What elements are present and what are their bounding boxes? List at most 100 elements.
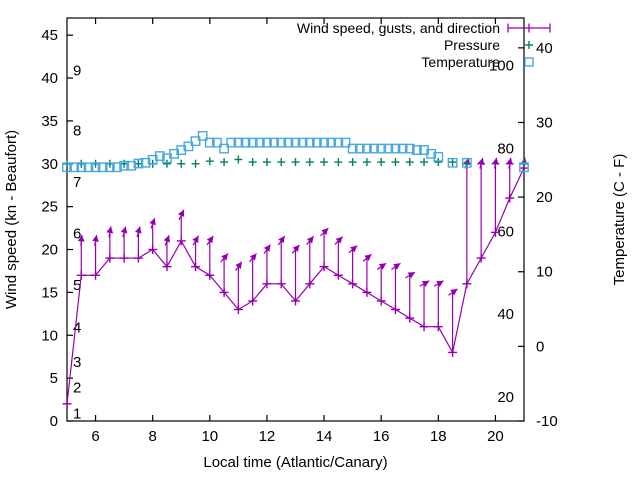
y2-tick-label-c: 10 xyxy=(536,264,553,281)
temperature-marker xyxy=(204,137,215,148)
y2-tick-label-f: 40 xyxy=(497,306,514,323)
y-tick-label: 5 xyxy=(50,370,58,387)
y2-tick-label-f: 100 xyxy=(489,57,514,74)
temperature-marker xyxy=(240,137,251,148)
arrow-head xyxy=(163,235,171,243)
arrow-head xyxy=(221,253,228,261)
arrow-head xyxy=(477,157,485,166)
y2-tick-label-f: 60 xyxy=(497,223,514,240)
arrow-head xyxy=(135,226,142,234)
temperature-marker xyxy=(140,157,151,168)
temperature-marker xyxy=(397,143,408,154)
temperature-marker xyxy=(262,137,272,148)
x-axis-title: Local time (Atlantic/Canary) xyxy=(203,454,387,471)
temperature-marker xyxy=(219,143,229,154)
y2-tick-label-c: 30 xyxy=(536,114,553,131)
arrow-head xyxy=(263,244,271,252)
arrow-head xyxy=(450,288,458,296)
y-tick-label: 10 xyxy=(41,327,58,344)
beaufort-label: 1 xyxy=(73,405,81,422)
y2-tick-label-c: -10 xyxy=(536,413,558,430)
y-tick-label: 30 xyxy=(41,156,58,173)
temperature-marker xyxy=(354,143,365,154)
arrow-head xyxy=(350,245,358,253)
x-tick-label: 18 xyxy=(430,428,447,445)
temperature-marker xyxy=(69,162,80,173)
temperature-marker xyxy=(276,137,287,148)
temperature-marker xyxy=(447,157,458,168)
y-tick-label: 25 xyxy=(41,199,58,216)
temperature-marker xyxy=(197,131,208,141)
temperature-marker xyxy=(254,137,265,148)
arrow-head xyxy=(106,226,114,234)
arrow-head xyxy=(306,236,314,244)
y2-tick-label-c: 20 xyxy=(536,189,553,206)
temperature-marker xyxy=(226,137,237,148)
y2-tick-label-f: 20 xyxy=(497,389,514,406)
temperature-marker xyxy=(333,137,344,148)
temperature-marker xyxy=(62,162,72,173)
temperature-marker xyxy=(83,162,94,173)
temperature-marker xyxy=(269,137,279,148)
y-axis-title: Wind speed (kn - Beaufort) xyxy=(3,130,20,309)
temperature-marker xyxy=(304,137,315,148)
arrow-head xyxy=(421,280,430,287)
x-tick-label: 6 xyxy=(91,428,99,445)
x-tick-label: 8 xyxy=(149,428,157,445)
beaufort-label: 8 xyxy=(73,122,81,139)
arrow-head xyxy=(120,226,128,234)
temperature-marker xyxy=(312,137,322,148)
beaufort-label: 7 xyxy=(73,174,81,191)
temperature-marker xyxy=(404,143,415,154)
temperature-marker xyxy=(154,151,165,161)
arrow-head xyxy=(407,272,415,279)
arrow-head xyxy=(364,254,372,261)
arrow-head xyxy=(335,236,343,244)
arrow-head xyxy=(278,235,285,244)
temperature-marker xyxy=(247,137,258,148)
temperature-marker xyxy=(433,151,444,162)
y-tick-label: 35 xyxy=(41,113,58,130)
y-tick-label: 0 xyxy=(50,413,58,430)
arrow-head xyxy=(206,235,214,244)
arrow-head xyxy=(393,263,401,270)
y-tick-label: 15 xyxy=(41,284,58,301)
y2-tick-label-f: 80 xyxy=(497,140,514,157)
x-tick-label: 16 xyxy=(373,428,390,445)
temperature-marker xyxy=(212,137,222,148)
temperature-marker xyxy=(126,160,137,171)
temperature-marker xyxy=(376,143,387,154)
beaufort-label: 4 xyxy=(73,320,81,337)
temperature-marker xyxy=(283,137,294,148)
temperature-marker xyxy=(411,145,422,155)
temperature-points xyxy=(62,131,529,173)
temperature-marker xyxy=(90,162,101,173)
beaufort-label: 3 xyxy=(73,354,81,371)
arrow-head xyxy=(436,280,444,287)
arrow-head xyxy=(192,235,199,244)
temperature-marker xyxy=(76,162,87,173)
arrow-head xyxy=(292,244,300,253)
y2-axis-title: Temperature (C - F) xyxy=(611,154,628,286)
y2-tick-label-c: 40 xyxy=(536,40,553,57)
temperature-marker xyxy=(319,137,329,148)
arrow-head xyxy=(177,209,185,218)
x-tick-label: 20 xyxy=(487,428,504,445)
x-tick-label: 14 xyxy=(316,428,333,445)
temperature-marker xyxy=(133,158,144,169)
x-tick-label: 12 xyxy=(259,428,276,445)
temperature-marker xyxy=(519,162,529,173)
legend-label-0: Wind speed, gusts, and direction xyxy=(297,20,500,36)
temperature-marker xyxy=(390,143,401,154)
y-tick-label: 45 xyxy=(41,27,58,44)
temperature-marker xyxy=(362,143,372,154)
wind-direction-arrows xyxy=(77,157,528,296)
pressure-points xyxy=(63,155,528,168)
temperature-marker xyxy=(290,137,301,148)
temperature-marker xyxy=(426,148,437,159)
temperature-marker xyxy=(97,162,108,173)
arrow-head xyxy=(235,261,242,269)
temperature-marker xyxy=(340,137,351,148)
arrow-head xyxy=(249,253,257,261)
x-tick-label: 10 xyxy=(201,428,218,445)
